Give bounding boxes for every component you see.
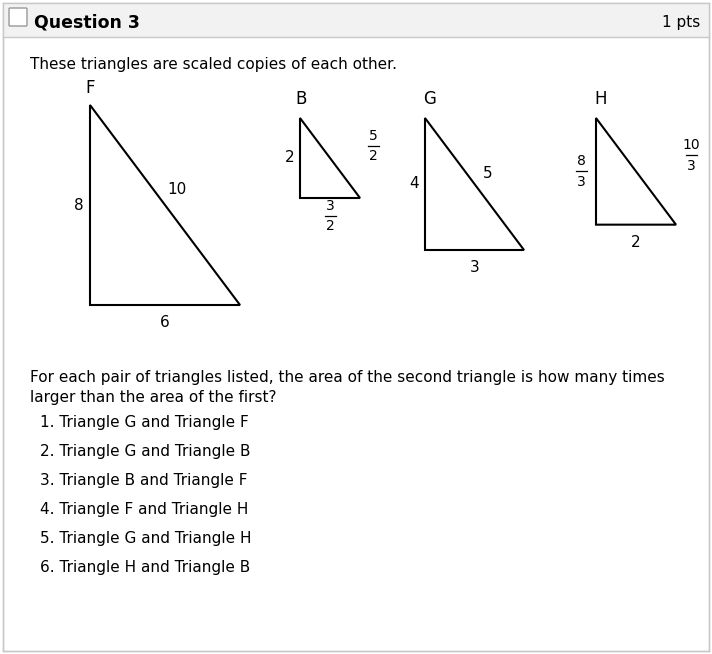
Text: 4. Triangle F and Triangle H: 4. Triangle F and Triangle H [40,502,248,517]
Text: larger than the area of the first?: larger than the area of the first? [30,390,276,405]
Text: 6. Triangle H and Triangle B: 6. Triangle H and Triangle B [40,560,250,575]
FancyBboxPatch shape [9,8,27,26]
Text: H: H [594,90,607,108]
Text: 3: 3 [577,175,585,189]
Text: 8: 8 [74,198,84,213]
Text: F: F [85,79,95,97]
Text: 5: 5 [483,166,492,181]
Text: 3. Triangle B and Triangle F: 3. Triangle B and Triangle F [40,473,248,488]
Text: 2: 2 [369,150,377,164]
Text: 10: 10 [682,138,700,152]
Text: 6: 6 [160,315,170,330]
Text: 5. Triangle G and Triangle H: 5. Triangle G and Triangle H [40,531,251,546]
Text: These triangles are scaled copies of each other.: These triangles are scaled copies of eac… [30,57,397,72]
Text: 5: 5 [369,128,377,143]
Text: Question 3: Question 3 [34,14,140,32]
Text: G: G [423,90,436,108]
Bar [3,3,709,37]
Text: 10: 10 [167,182,187,196]
Text: 3: 3 [686,159,696,173]
Text: 2: 2 [325,220,335,233]
Text: B: B [295,90,306,108]
Text: 3: 3 [470,260,479,275]
Text: 2. Triangle G and Triangle B: 2. Triangle G and Triangle B [40,444,251,459]
Text: 1 pts: 1 pts [661,16,700,31]
Text: 3: 3 [325,199,335,213]
Text: 2: 2 [284,150,294,165]
Text: For each pair of triangles listed, the area of the second triangle is how many t: For each pair of triangles listed, the a… [30,370,665,385]
Text: 4: 4 [409,177,419,192]
Text: 8: 8 [577,154,585,168]
Text: 1. Triangle G and Triangle F: 1. Triangle G and Triangle F [40,415,248,430]
Text: 2: 2 [631,235,641,250]
